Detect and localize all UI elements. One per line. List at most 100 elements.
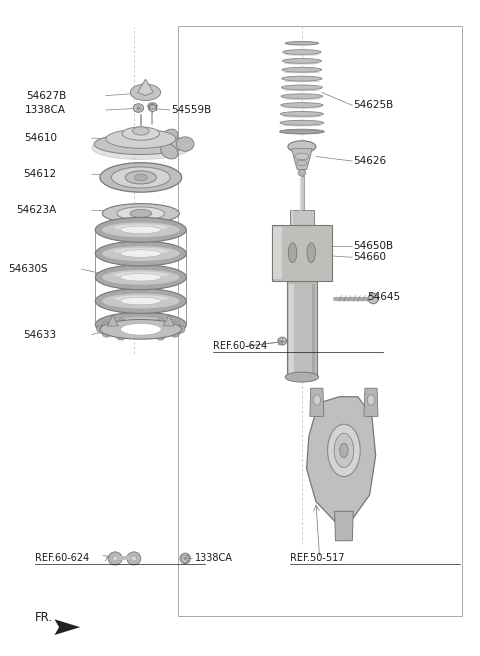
Ellipse shape [94, 134, 188, 155]
Polygon shape [335, 511, 353, 541]
Ellipse shape [117, 332, 126, 340]
Text: 54645: 54645 [367, 291, 400, 302]
Bar [287, 281, 317, 377]
Text: 54660: 54660 [353, 253, 386, 262]
Ellipse shape [120, 274, 161, 281]
Ellipse shape [120, 226, 161, 234]
Ellipse shape [282, 58, 322, 64]
Ellipse shape [176, 137, 194, 152]
Ellipse shape [102, 270, 180, 285]
Text: 54626: 54626 [353, 156, 386, 166]
Ellipse shape [170, 329, 180, 337]
Ellipse shape [285, 54, 319, 56]
Ellipse shape [102, 246, 180, 261]
Ellipse shape [102, 293, 180, 308]
Ellipse shape [96, 265, 186, 290]
Ellipse shape [102, 318, 180, 332]
Ellipse shape [92, 136, 190, 159]
Ellipse shape [112, 556, 118, 561]
Text: REF.50-517: REF.50-517 [290, 554, 345, 564]
Ellipse shape [281, 85, 323, 90]
Text: 54559B: 54559B [171, 105, 211, 115]
Ellipse shape [283, 50, 321, 54]
Ellipse shape [102, 222, 180, 237]
Text: REF.60-624: REF.60-624 [213, 341, 267, 352]
Ellipse shape [283, 89, 320, 91]
Ellipse shape [130, 84, 161, 100]
Ellipse shape [307, 243, 315, 262]
Ellipse shape [113, 319, 168, 325]
Ellipse shape [102, 203, 180, 223]
Ellipse shape [280, 130, 324, 133]
Text: REF.60-624: REF.60-624 [35, 554, 89, 564]
Ellipse shape [161, 144, 178, 159]
Ellipse shape [284, 72, 320, 73]
Ellipse shape [96, 241, 186, 266]
Ellipse shape [367, 395, 375, 405]
Ellipse shape [283, 107, 321, 109]
Polygon shape [138, 79, 154, 96]
Ellipse shape [102, 321, 111, 329]
Ellipse shape [96, 312, 186, 337]
Bar [115, 556, 134, 560]
Ellipse shape [281, 103, 323, 108]
Ellipse shape [313, 395, 321, 405]
Ellipse shape [285, 372, 319, 382]
Ellipse shape [282, 68, 322, 72]
Text: 54633: 54633 [24, 329, 57, 340]
Ellipse shape [340, 443, 348, 458]
Ellipse shape [113, 295, 168, 302]
Ellipse shape [176, 325, 185, 333]
Ellipse shape [282, 76, 322, 81]
Ellipse shape [295, 154, 309, 160]
Ellipse shape [170, 321, 180, 329]
Ellipse shape [161, 129, 178, 144]
Polygon shape [310, 388, 324, 417]
Ellipse shape [113, 224, 168, 230]
Text: 54630S: 54630S [8, 264, 48, 274]
Ellipse shape [96, 325, 106, 333]
Ellipse shape [127, 552, 141, 565]
Ellipse shape [96, 289, 186, 314]
Ellipse shape [156, 332, 165, 340]
Ellipse shape [113, 248, 168, 254]
Polygon shape [54, 619, 80, 635]
Text: 54627B: 54627B [26, 91, 66, 100]
Ellipse shape [108, 552, 122, 565]
Ellipse shape [280, 112, 324, 116]
Ellipse shape [100, 319, 181, 339]
Text: 1338CA: 1338CA [25, 105, 66, 115]
Ellipse shape [298, 170, 306, 176]
Ellipse shape [120, 323, 161, 335]
Ellipse shape [148, 103, 157, 110]
Ellipse shape [96, 217, 186, 242]
Ellipse shape [281, 94, 323, 98]
Ellipse shape [130, 209, 152, 217]
Ellipse shape [117, 207, 165, 220]
Ellipse shape [180, 553, 190, 564]
Ellipse shape [125, 171, 156, 184]
Bar [288, 284, 294, 374]
Text: FR.: FR. [35, 611, 53, 624]
Ellipse shape [368, 293, 378, 304]
Ellipse shape [156, 319, 165, 327]
Ellipse shape [280, 129, 324, 134]
Ellipse shape [113, 272, 168, 278]
Ellipse shape [131, 556, 137, 561]
Ellipse shape [133, 104, 144, 112]
Bar [272, 225, 332, 281]
Ellipse shape [120, 321, 161, 329]
Ellipse shape [288, 141, 316, 153]
Bar [312, 284, 315, 374]
Polygon shape [307, 397, 376, 521]
Ellipse shape [132, 127, 149, 135]
Ellipse shape [106, 129, 176, 148]
Ellipse shape [282, 125, 322, 127]
Ellipse shape [284, 81, 320, 82]
Ellipse shape [283, 98, 321, 100]
Polygon shape [292, 149, 312, 170]
Ellipse shape [297, 161, 307, 166]
Ellipse shape [102, 329, 111, 337]
Polygon shape [163, 315, 174, 326]
Ellipse shape [134, 174, 147, 180]
